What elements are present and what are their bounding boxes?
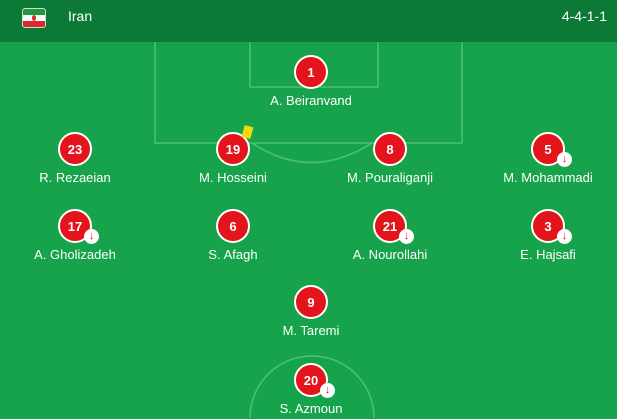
team-header: Iran 4-4-1-1 [0, 0, 617, 42]
team-name: Iran [68, 8, 93, 24]
iran-flag-icon [22, 8, 46, 28]
player-number: 9 [294, 285, 328, 319]
player-number: 23 [58, 132, 92, 166]
player-number: 19 [216, 132, 250, 166]
player-name: A. Gholizadeh [34, 247, 116, 262]
yellow-card-icon [241, 125, 254, 139]
substitution-icon: ↓ [320, 383, 335, 398]
player-card[interactable]: 17 ↓ A. Gholizadeh [0, 209, 150, 265]
player-name: M. Pouraliganji [347, 170, 433, 185]
player-card[interactable]: 23 R. Rezaeian [0, 132, 150, 188]
player-number: 8 [373, 132, 407, 166]
player-name: A. Nourollahi [352, 247, 428, 262]
player-card[interactable]: 6 S. Afagh [158, 209, 308, 265]
player-card[interactable]: 21 ↓ A. Nourollahi [315, 209, 465, 265]
player-card[interactable]: 3 ↓ E. Hajsafi [473, 209, 617, 265]
player-name: M. Hosseini [199, 170, 267, 185]
player-card[interactable]: 8 M. Pouraliganji [315, 132, 465, 188]
player-name: S. Azmoun [279, 401, 343, 416]
player-card[interactable]: 9 M. Taremi [236, 285, 386, 341]
player-name: S. Afagh [208, 247, 258, 262]
player-name: M. Taremi [282, 323, 340, 338]
substitution-icon: ↓ [399, 229, 414, 244]
formation-label: 4-4-1-1 [561, 8, 607, 24]
player-name: A. Beiranvand [270, 93, 352, 108]
substitution-icon: ↓ [557, 229, 572, 244]
player-name: M. Mohammadi [503, 170, 593, 185]
player-name: R. Rezaeian [39, 170, 111, 185]
substitution-icon: ↓ [557, 152, 572, 167]
player-name: E. Hajsafi [520, 247, 576, 262]
player-number: 20 [294, 363, 328, 397]
player-card[interactable]: 5 ↓ M. Mohammadi [473, 132, 617, 188]
player-number: 1 [294, 55, 328, 89]
player-card[interactable]: 20 ↓ S. Azmoun [236, 363, 386, 419]
player-card[interactable]: 1 A. Beiranvand [236, 55, 386, 111]
player-card[interactable]: 19 M. Hosseini [158, 125, 308, 188]
substitution-icon: ↓ [84, 229, 99, 244]
player-number: 6 [216, 209, 250, 243]
